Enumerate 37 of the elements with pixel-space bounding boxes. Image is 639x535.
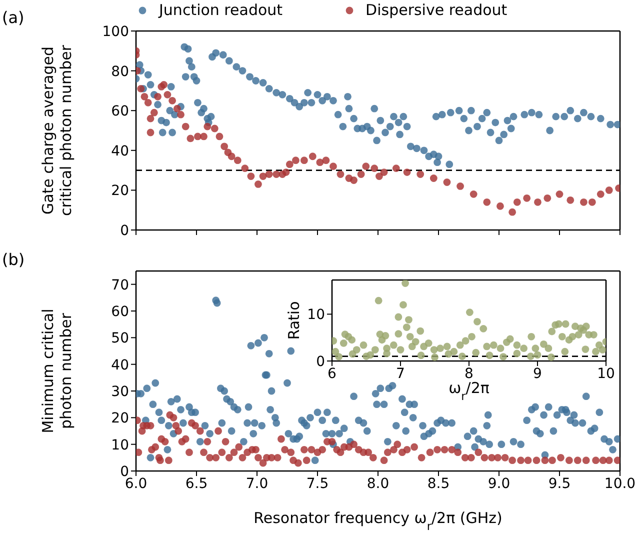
y-tick-label: 40 [111, 143, 129, 160]
x-tick-label: 9 [533, 366, 542, 382]
y-axis-title: Minimum critical photon number [39, 308, 75, 434]
text: (b) [2, 250, 25, 269]
y-tick-label: 70 [111, 277, 129, 294]
legend-label: Junction readout [159, 1, 283, 19]
x-tick-label: 7.0 [246, 476, 268, 492]
x-tick-label: 9.0 [488, 476, 510, 492]
x-tick-label: 6 [328, 366, 337, 382]
x-tick-label: 8.0 [366, 476, 390, 492]
x-axis-title: ω$_{r}$/2π [448, 379, 490, 402]
y-axis-title: Ratio [285, 301, 303, 340]
legend-label: Dispersive readout [366, 1, 508, 19]
y-tick-label: 0 [120, 222, 129, 239]
y-tick-label: 0 [316, 354, 325, 370]
x-axis-title: Resonator frequency ω$_{r}$/2π (GHz) [254, 509, 502, 532]
x-tick-label: 8.5 [427, 476, 450, 492]
y-tick-label: 60 [111, 104, 129, 120]
y-tick-label: 20 [111, 183, 129, 200]
y-tick-label: 10 [111, 437, 129, 454]
x-tick-label: 7.5 [306, 476, 329, 492]
x-tick-label: 8 [464, 366, 474, 382]
y-axis-title: Gate charge averaged critical photon number [39, 44, 75, 216]
y-tick-label: 20 [111, 410, 129, 427]
y-tick-label: 30 [111, 384, 129, 400]
x-tick-label: 9.5 [548, 476, 571, 492]
y-tick-label: 60 [111, 304, 129, 320]
x-tick-label: 6.0 [124, 476, 148, 492]
y-tick-label: 100 [102, 24, 129, 40]
x-tick-label: 7 [396, 366, 405, 382]
y-tick-label: 50 [111, 330, 129, 347]
y-tick-label: 40 [111, 357, 129, 374]
x-tick-label: 6.5 [185, 476, 208, 492]
y-tick-label: 80 [111, 64, 129, 80]
x-tick-label: 10 [597, 366, 615, 382]
text: (a) [2, 8, 24, 27]
x-tick-label: 10.0 [604, 476, 636, 492]
